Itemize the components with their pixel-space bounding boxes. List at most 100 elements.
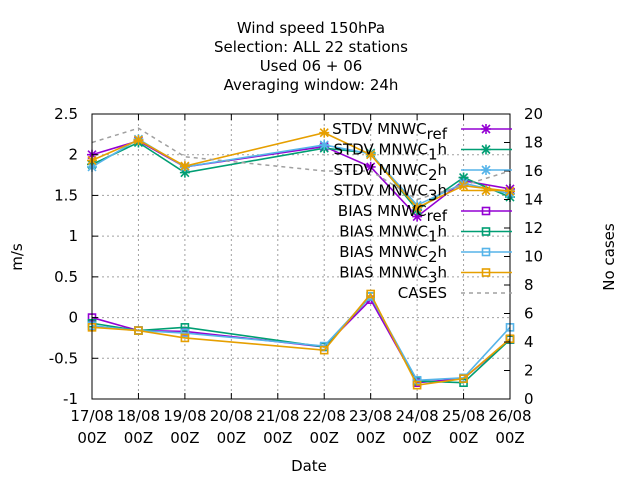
title-line: Averaging window: 24h	[224, 76, 399, 94]
legend-label: BIAS MNWCref	[338, 202, 448, 225]
legend-label: STDV MNWC1h	[333, 141, 447, 164]
legend-label-text: BIAS MNWC	[339, 264, 428, 282]
series-line	[91, 131, 511, 209]
y-tick-label: -1	[63, 390, 78, 408]
data-point	[133, 135, 144, 146]
legend-label-text: BIAS MNWC	[338, 202, 427, 220]
legend-label-subscript: ref	[427, 207, 448, 225]
legend-label-subscript: 2	[428, 248, 438, 266]
series-line	[91, 292, 511, 387]
legend-label-subscript: 3	[428, 187, 438, 205]
legend-marker	[481, 165, 491, 175]
legend-label-text: BIAS MNWC	[339, 243, 428, 261]
legend-marker	[481, 124, 491, 134]
y2-tick-label: 14	[524, 191, 543, 209]
x-tick-label: 00Z	[356, 429, 385, 447]
x-tick-label: 17/08	[70, 407, 113, 425]
title-line: Used 06 + 06	[260, 57, 363, 75]
data-point	[180, 328, 190, 338]
legend-marker	[481, 247, 491, 257]
y2-tick-label: 20	[524, 105, 543, 123]
x-tick-label: 18/08	[117, 407, 160, 425]
x-tick-label: 00Z	[217, 429, 246, 447]
legend-label-text: STDV MNWC	[332, 120, 426, 138]
x-tick-label: 00Z	[124, 429, 153, 447]
x-axis-label: Date	[291, 457, 327, 475]
y2-tick-label: 18	[524, 134, 543, 152]
legend-label-subscript: 1	[428, 146, 438, 164]
x-tick-label: 00Z	[449, 429, 478, 447]
axes: -1-0.500.511.522.50246810121416182017/08…	[49, 105, 543, 447]
data-point	[180, 333, 190, 343]
legend-marker	[481, 144, 491, 155]
title-line: Wind speed 150hPa	[237, 19, 385, 37]
legend-label: STDV MNWC2h	[333, 161, 447, 184]
legend-label-subscript: 1	[428, 228, 438, 246]
y-tick-label: 0.5	[54, 268, 78, 286]
legend-label-subscript: 3	[428, 269, 438, 287]
legend-label-tail: h	[437, 243, 447, 261]
y2-tick-label: 10	[524, 248, 543, 266]
series-8	[91, 127, 511, 201]
y-tick-label: -0.5	[49, 349, 78, 367]
x-tick-label: 21/08	[256, 407, 299, 425]
data-point	[319, 127, 330, 138]
legend-label-subscript: 2	[428, 166, 438, 184]
legend-label: BIAS MNWC2h	[339, 243, 447, 266]
y2-axis-label: No cases	[600, 223, 618, 291]
legend-label-tail: h	[437, 182, 447, 200]
y-tick-label: 2.5	[54, 105, 78, 123]
data-point	[134, 326, 143, 335]
legend-label-text: STDV MNWC	[333, 141, 427, 159]
data-point	[459, 374, 468, 383]
y-tick-label: 1.5	[54, 186, 78, 204]
y2-tick-label: 6	[524, 305, 534, 323]
data-point	[179, 161, 190, 172]
data-point	[412, 211, 423, 222]
data-point	[179, 167, 190, 178]
x-tick-label: 00Z	[402, 429, 431, 447]
y2-tick-label: 12	[524, 219, 543, 237]
data-point	[412, 202, 423, 213]
y-axis-label: m/s	[8, 243, 26, 271]
data-point	[319, 345, 329, 355]
series-6	[87, 292, 515, 385]
legend-label: STDV MNWC3h	[333, 182, 447, 205]
y2-tick-label: 2	[524, 362, 534, 380]
data-point	[319, 139, 330, 150]
legend-label-text: STDV MNWC	[333, 182, 427, 200]
data-point	[366, 289, 375, 299]
series-line	[91, 295, 511, 384]
legend-marker	[481, 227, 491, 236]
legend-marker	[481, 206, 491, 216]
x-tick-label: 00Z	[263, 429, 292, 447]
legend-marker	[481, 268, 491, 277]
data-point	[180, 323, 190, 332]
data-point	[365, 161, 376, 172]
legend-label-tail: h	[437, 141, 447, 159]
x-tick-label: 22/08	[303, 407, 346, 425]
x-tick-label: 00Z	[170, 429, 199, 447]
grid	[92, 114, 510, 399]
data-point	[365, 149, 376, 160]
x-tick-label: 23/08	[349, 407, 392, 425]
series-line	[91, 127, 511, 201]
series-line	[91, 298, 511, 384]
legend-label-text: BIAS MNWC	[339, 223, 428, 241]
y-tick-label: 0	[68, 309, 78, 327]
y2-tick-label: 8	[524, 276, 534, 294]
x-tick-label: 00Z	[77, 429, 106, 447]
legend-label-text: CASES	[398, 284, 447, 302]
x-tick-label: 19/08	[163, 407, 206, 425]
x-tick-label: 00Z	[310, 429, 339, 447]
x-tick-label: 26/08	[488, 407, 531, 425]
x-tick-label: 24/08	[395, 407, 438, 425]
data-point	[412, 380, 422, 390]
legend-label: BIAS MNWC3h	[339, 264, 447, 287]
series-3	[87, 127, 515, 213]
plot-frame	[91, 113, 511, 400]
series-line	[91, 295, 511, 382]
